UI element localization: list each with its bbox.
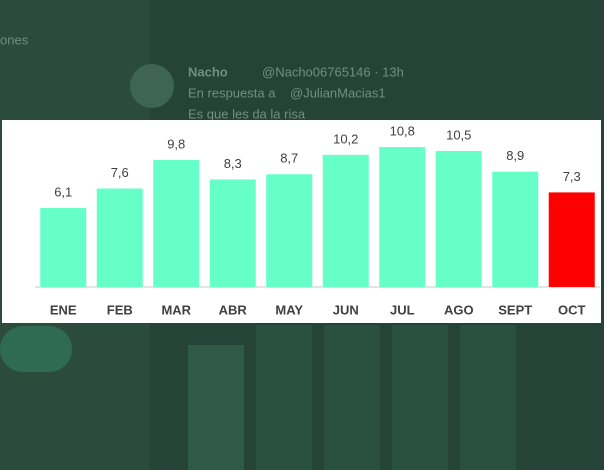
tweet-text: Es que les da la risa	[188, 106, 306, 121]
author: Nacho	[188, 64, 228, 79]
decor-bar	[392, 325, 448, 470]
side-text: ones	[0, 32, 29, 47]
value-label: 8,7	[280, 151, 298, 166]
handle: @Nacho06765146 · 13h	[262, 64, 404, 79]
value-label: 10,2	[333, 131, 358, 146]
value-label: 8,9	[506, 148, 524, 163]
value-label: 9,8	[167, 136, 185, 151]
x-tick-label: OCT	[558, 302, 586, 317]
bar	[492, 171, 539, 287]
x-tick-label: JUN	[333, 302, 359, 317]
avatar	[130, 64, 174, 108]
bar	[548, 192, 595, 287]
bar	[266, 174, 313, 287]
decor-bar	[256, 325, 312, 470]
x-tick-label: AGO	[444, 302, 474, 317]
decor-bar	[188, 345, 244, 470]
bar	[322, 154, 369, 287]
x-tick-label: MAY	[275, 302, 303, 317]
reply-prefix: En respuesta a	[188, 85, 276, 100]
x-tick-label: MAR	[161, 302, 191, 317]
bar	[379, 147, 426, 287]
value-label: 8,3	[224, 156, 242, 171]
bar	[209, 179, 256, 287]
reply-to: @JulianMacias1	[290, 85, 386, 100]
decor-bar	[460, 325, 516, 470]
x-tick-label: SEPT	[498, 302, 532, 317]
bar	[153, 160, 200, 287]
chart: ENE 6,1 FEB 7,6 MAR 9,8 ABR 8,3 MAY 8,7 JUN 10,2 JUL…	[40, 123, 595, 317]
button[interactable]	[0, 326, 72, 372]
x-tick-label: FEB	[107, 302, 133, 317]
value-label: 7,3	[563, 169, 581, 184]
bar	[435, 150, 482, 287]
x-tick-label: JUL	[390, 302, 415, 317]
bar	[96, 188, 143, 287]
x-tick-label: ENE	[50, 302, 77, 317]
decor-bar	[324, 325, 380, 470]
value-label: 7,6	[111, 165, 129, 180]
bar	[40, 207, 87, 287]
value-label: 10,5	[446, 127, 471, 142]
x-tick-label: ABR	[219, 302, 248, 317]
value-label: 10,8	[390, 123, 415, 138]
value-label: 6,1	[54, 184, 72, 199]
